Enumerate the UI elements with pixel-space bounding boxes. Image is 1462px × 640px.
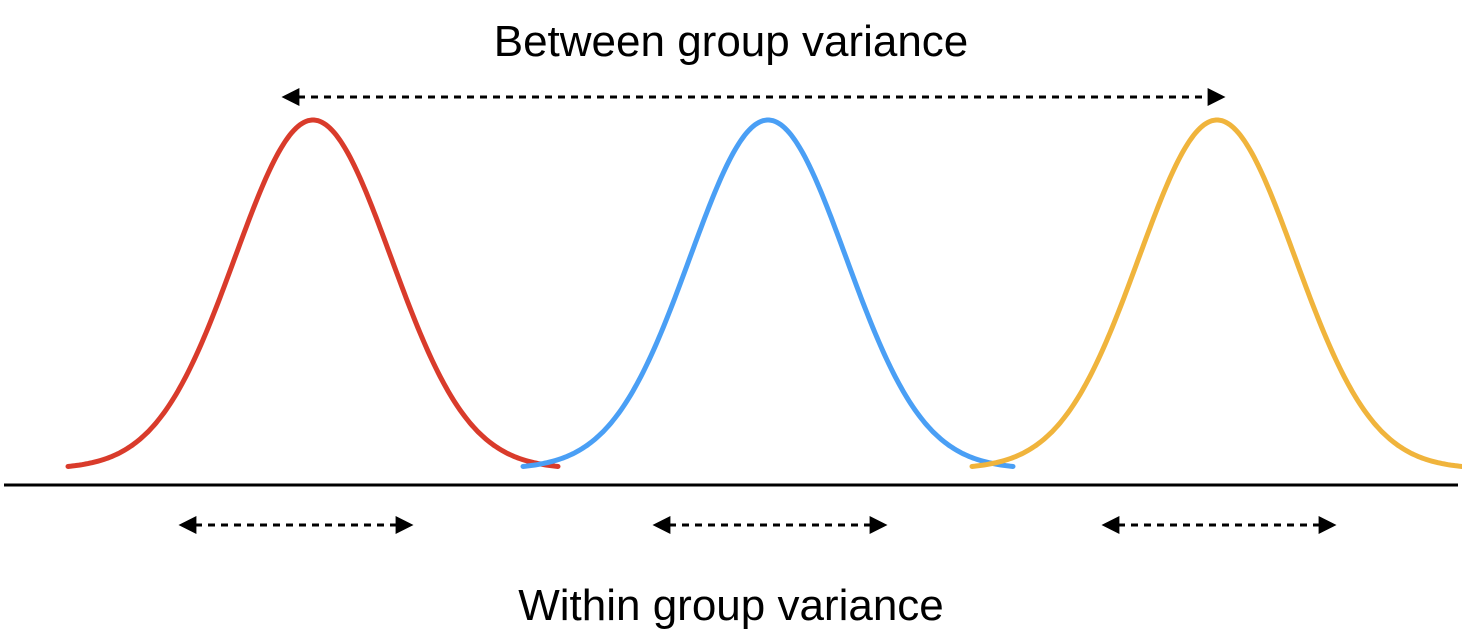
blue-bell-curve [520,117,1016,469]
red-bell-curve [65,117,561,469]
yellow-bell-curve [969,117,1462,469]
within-group-variance-label: Within group variance [518,581,944,630]
between-group-variance-label: Between group variance [493,17,969,66]
